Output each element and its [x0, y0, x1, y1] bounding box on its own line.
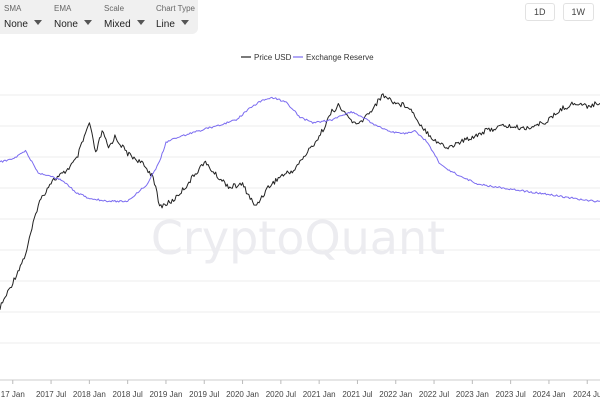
scale-dropdown[interactable]: Scale Mixed [104, 3, 145, 32]
x-tick-label: 2021 Jul [342, 390, 372, 399]
x-tick-label: 2017 Jul [36, 390, 66, 399]
grid-lines [0, 94, 600, 344]
series-line-price [0, 93, 600, 310]
series-layer [0, 93, 600, 310]
legend: Price USD Exchange Reserve [241, 53, 374, 62]
range-1w-button[interactable]: 1W [562, 3, 594, 21]
sma-value: None [4, 19, 28, 30]
chart-type-value: Line [156, 19, 175, 30]
x-tick-label: 2024 Ju [573, 390, 600, 399]
chevron-down-icon [136, 20, 145, 26]
sma-label: SMA [4, 4, 22, 13]
ema-value: None [54, 19, 78, 30]
x-tick-label: 2018 Jul [113, 390, 143, 399]
chart-toolbar: SMA None EMA None Scale Mixed Chart Type… [0, 0, 198, 34]
x-tick-label: 2023 Jul [496, 390, 526, 399]
x-tick-label: 2023 Jan [456, 390, 489, 399]
chart-type-dropdown[interactable]: Chart Type Line [156, 3, 195, 32]
scale-label: Scale [104, 4, 125, 13]
x-tick-label: 2024 Jan [532, 390, 565, 399]
ema-dropdown[interactable]: EMA None [54, 3, 92, 32]
x-tick-label: 2019 Jan [149, 390, 182, 399]
x-tick-label: 2020 Jan [226, 390, 259, 399]
x-tick-label: 2021 Jan [303, 390, 336, 399]
legend-label-price: Price USD [254, 53, 292, 62]
x-axis-ticks: 17 Jan 2017 Jul 2018 Jan 2018 Jul 2019 Jan 20… [0, 379, 600, 399]
x-tick-label: 2022 Jan [379, 390, 412, 399]
x-tick-label: 17 Jan [1, 390, 25, 399]
scale-value: Mixed [104, 19, 131, 30]
range-1d-button[interactable]: 1D [524, 3, 555, 21]
x-tick-label: 2018 Jan [73, 390, 106, 399]
chevron-down-icon [33, 20, 42, 26]
series-line-reserve [0, 96, 600, 203]
legend-label-reserve: Exchange Reserve [306, 53, 374, 62]
x-tick-label: 2019 Jul [189, 390, 219, 399]
ema-label: EMA [54, 4, 72, 13]
sma-dropdown[interactable]: SMA None [4, 3, 42, 32]
chevron-down-icon [83, 20, 92, 26]
x-tick-label: 2022 Jul [419, 390, 449, 399]
chart-type-label: Chart Type [156, 4, 195, 13]
x-tick-label: 2020 Jul [266, 390, 296, 399]
watermark: CryptoQuant [151, 211, 445, 265]
range-button-group: 1D 1W [524, 3, 594, 21]
chevron-down-icon [180, 20, 189, 26]
